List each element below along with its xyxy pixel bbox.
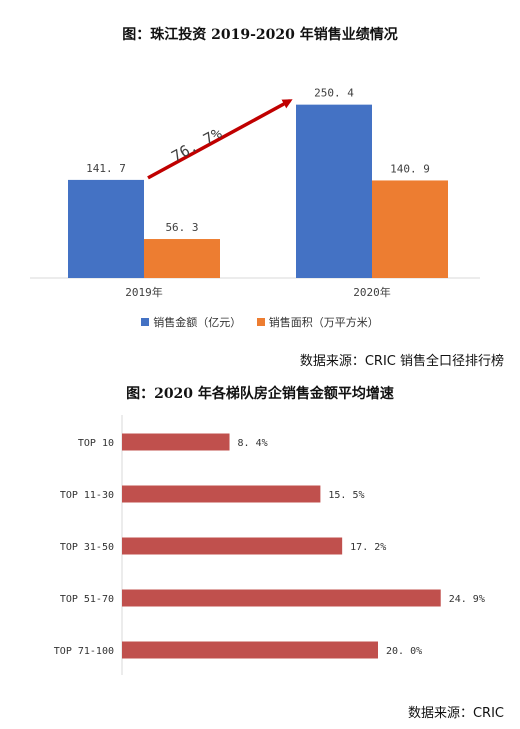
hbar-category-4: TOP 71-100 <box>54 646 114 657</box>
hbar-0 <box>122 433 230 451</box>
legend-label-amount: 销售金额（亿元） <box>153 316 242 329</box>
bar-area-0 <box>144 239 220 278</box>
growth-arrow <box>147 99 293 180</box>
bar-amount-1 <box>296 104 372 279</box>
hbar-value-2: 17. 2% <box>350 542 386 553</box>
legend-item-amount: 销售金额（亿元） <box>141 314 241 330</box>
hbar-3 <box>122 589 441 607</box>
legend-swatch-amount <box>141 318 150 326</box>
chart1-legend: 销售金额（亿元） 销售面积（万平方米） <box>0 314 520 330</box>
bar-area-1 <box>372 180 448 278</box>
hbar-value-1: 15. 5% <box>328 490 364 501</box>
value-label-amount-1: 250. 4 <box>314 87 354 100</box>
hbar-category-2: TOP 31-50 <box>60 542 114 553</box>
chart2-source: 数据来源：CRIC <box>407 706 504 721</box>
hbar-1 <box>122 485 321 503</box>
hbar-category-1: TOP 11-30 <box>60 490 114 501</box>
legend-label-area: 销售面积（万平方米） <box>268 316 379 329</box>
legend-item-area: 销售面积（万平方米） <box>256 314 379 330</box>
hbar-category-0: TOP 10 <box>78 438 114 449</box>
category-label-1: 2020年 <box>353 285 391 299</box>
chart2-plot: TOP 10 8. 4% TOP 11-30 15. 5% TOP 31-50 17. 2… <box>54 415 485 675</box>
value-label-amount-0: 141. 7 <box>86 162 126 175</box>
hbar-value-0: 8. 4% <box>238 438 268 449</box>
bar-amount-0 <box>68 179 144 278</box>
hbar-category-3: TOP 51-70 <box>60 594 114 605</box>
hbar-value-4: 20. 0% <box>386 646 422 657</box>
chart1-source: 数据来源：CRIC 销售全口径排行榜 <box>299 354 504 369</box>
legend-swatch-area <box>256 318 265 326</box>
hbar-4 <box>122 641 378 659</box>
value-label-area-1: 140. 9 <box>390 162 430 175</box>
chart1-title: 图：珠江投资 2019-2020 年销售业绩情况 <box>122 27 398 43</box>
growth-label: 76. 7% <box>169 124 225 166</box>
chart2-title: 图：2020 年各梯队房企销售金额平均增速 <box>126 386 394 402</box>
value-label-area-0: 56. 3 <box>165 221 198 234</box>
category-label-0: 2019年 <box>125 285 163 299</box>
hbar-2 <box>122 537 343 555</box>
hbar-value-3: 24. 9% <box>449 594 485 605</box>
chart1-plot: 141. 7 56. 3 2019年 250. 4 140. 9 2020年 76. 7% <box>30 87 480 299</box>
